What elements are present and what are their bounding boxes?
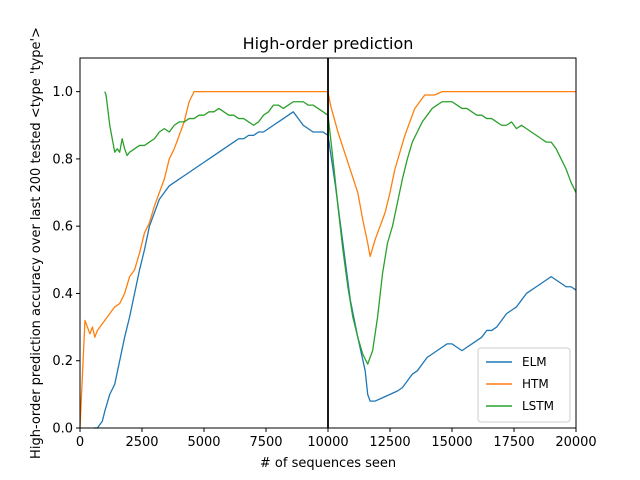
y-tick-label: 0.0 (52, 422, 73, 437)
legend-label-lstm: LSTM (522, 399, 554, 413)
legend-box (477, 347, 571, 423)
x-tick-label: 10000 (307, 435, 348, 450)
y-axis-label: High-order prediction accuracy over last… (29, 27, 44, 459)
x-axis-ticks: 0 2500 5000 7500 10000 12500 15000 17500 20000 (76, 428, 597, 450)
series-line-elm (93, 111, 577, 429)
y-tick-label: 0.4 (52, 287, 73, 302)
y-axis-ticks: 0.0 0.2 0.4 0.6 0.8 1.0 (52, 85, 80, 437)
x-tick-label: 15000 (431, 435, 472, 450)
y-tick-label: 0.2 (52, 354, 73, 369)
series-line-lstm (104, 91, 577, 365)
x-tick-label: 20000 (555, 435, 596, 450)
y-tick-label: 1.0 (52, 85, 73, 100)
x-tick-label: 17500 (493, 435, 534, 450)
x-tick-label: 12500 (369, 435, 410, 450)
x-axis-label: # of sequences seen (260, 456, 396, 471)
y-tick-label: 0.8 (52, 152, 73, 167)
x-tick-label: 2500 (125, 435, 158, 450)
y-tick-label: 0.6 (52, 220, 73, 235)
x-tick-label: 0 (76, 435, 84, 450)
series-layer (79, 90, 577, 429)
x-tick-label: 7500 (249, 435, 282, 450)
series-line-htm (79, 90, 576, 429)
legend-label-htm: HTM (522, 377, 549, 391)
legend-label-elm: ELM (522, 355, 547, 369)
chart-title: High-order prediction (243, 34, 414, 53)
legend: ELM HTM LSTM (477, 347, 571, 423)
x-tick-label: 5000 (187, 435, 220, 450)
